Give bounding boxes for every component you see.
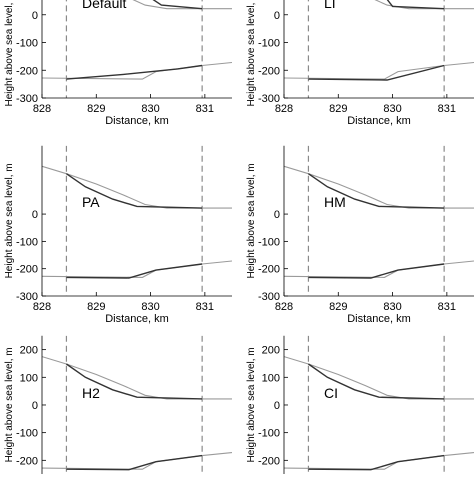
- y-tick-label: -200: [258, 455, 280, 467]
- x-tick-label: 830: [383, 103, 401, 115]
- x-tick-label: 831: [438, 301, 456, 313]
- y-tick-label: -100: [258, 236, 280, 248]
- y-tick-label: 0: [32, 209, 38, 221]
- series-line: [65, 363, 203, 400]
- y-tick-label: -100: [258, 38, 280, 50]
- y-tick-label: 100: [262, 372, 280, 384]
- x-tick-label: 828: [33, 301, 51, 313]
- y-tick-label: -100: [258, 428, 280, 440]
- x-tick-label: 830: [141, 301, 159, 313]
- x-tick-label: 828: [275, 301, 293, 313]
- series-line: [66, 173, 203, 209]
- panel-2: -300 -200 -100 0 828 829 830 831 Distance, km Hei…: [4, 145, 232, 325]
- y-tick-label: 0: [274, 400, 280, 412]
- x-tick-label: 829: [329, 103, 347, 115]
- y-tick-label: 0: [32, 10, 38, 22]
- panel-plot-area: [284, 335, 474, 479]
- series-line: [284, 356, 474, 400]
- series-line: [66, 454, 203, 471]
- series-line: [307, 363, 445, 400]
- series-line: [308, 454, 445, 471]
- y-tick-label: -300: [16, 291, 38, 303]
- y-tick-label: -200: [16, 264, 38, 276]
- panel-label: HM: [324, 194, 346, 210]
- x-tick-label: 830: [141, 103, 159, 115]
- y-tick-label: -300: [16, 93, 38, 105]
- series-line: [386, 0, 445, 10]
- series-line: [132, 0, 232, 10]
- x-axis-label: Distance, km: [347, 115, 411, 127]
- panel-4: -200 -100 0 100 200 Height above sea level, m…: [4, 335, 232, 479]
- series-line: [308, 263, 445, 279]
- y-tick-label: 0: [274, 209, 280, 221]
- panel-label: PA: [82, 194, 100, 210]
- series-line: [308, 173, 445, 209]
- panel-label: LI: [324, 0, 336, 11]
- y-tick-label: -300: [258, 93, 280, 105]
- y-tick-label: 200: [262, 345, 280, 357]
- series-line: [284, 61, 474, 80]
- y-tick-label: -200: [16, 455, 38, 467]
- series-line: [42, 356, 232, 400]
- panel-5: -200 -100 0 100 200 Height above sea level, m…: [246, 335, 474, 479]
- panel-plot-area: [284, 145, 474, 296]
- panel-1: -300 -200 -100 0 828 829 830 831 Distance, km Hei…: [246, 0, 474, 127]
- y-axis-label: Height above sea level, m: [4, 163, 15, 278]
- y-tick-label: 200: [20, 345, 38, 357]
- y-axis-label: Height above sea level, m: [246, 163, 257, 278]
- y-tick-label: -200: [16, 65, 38, 77]
- y-tick-label: -100: [16, 428, 38, 440]
- panel-3: -300 -200 -100 0 828 829 830 831 Distance, km Hei…: [246, 145, 474, 325]
- x-tick-label: 828: [33, 103, 51, 115]
- y-tick-label: -100: [16, 236, 38, 248]
- y-tick-label: 0: [32, 400, 38, 412]
- y-axis-label: Height above sea level, m: [246, 0, 257, 107]
- x-tick-label: 831: [196, 301, 214, 313]
- y-axis-label: Height above sea level, m: [4, 0, 15, 107]
- series-line: [284, 165, 474, 209]
- y-tick-label: 0: [274, 10, 280, 22]
- panel-plot-area: [284, 0, 474, 98]
- series-line: [66, 64, 203, 80]
- series-line: [374, 0, 474, 10]
- y-tick-label: -200: [258, 264, 280, 276]
- y-axis-label: Height above sea level, m: [4, 347, 15, 462]
- x-tick-label: 831: [196, 103, 214, 115]
- y-tick-label: 100: [20, 372, 38, 384]
- x-tick-label: 831: [438, 103, 456, 115]
- x-tick-label: 829: [329, 301, 347, 313]
- x-tick-label: 828: [275, 103, 293, 115]
- series-line: [308, 64, 445, 81]
- x-axis-label: Distance, km: [105, 313, 169, 325]
- panel-label: H2: [82, 385, 100, 401]
- y-tick-label: -100: [16, 38, 38, 50]
- y-tick-label: -300: [258, 291, 280, 303]
- series-line: [42, 61, 232, 80]
- y-axis-label: Height above sea level, m: [246, 347, 257, 462]
- x-tick-label: 830: [383, 301, 401, 313]
- x-axis-label: Distance, km: [347, 313, 411, 325]
- x-axis-label: Distance, km: [105, 115, 169, 127]
- x-tick-label: 829: [87, 301, 105, 313]
- y-tick-label: -200: [258, 65, 280, 77]
- panel-plot-area: [42, 0, 232, 98]
- panel-label: Default: [82, 0, 126, 11]
- panel-label: CI: [324, 385, 338, 401]
- panel-plot-area: [42, 335, 232, 479]
- panel-plot-area: [42, 145, 232, 296]
- series-line: [152, 0, 203, 10]
- x-tick-label: 829: [87, 103, 105, 115]
- series-line: [42, 165, 232, 209]
- series-line: [66, 263, 203, 279]
- panel-0: -300 -200 -100 0 828 829 830 831 Distance, km Hei…: [4, 0, 232, 127]
